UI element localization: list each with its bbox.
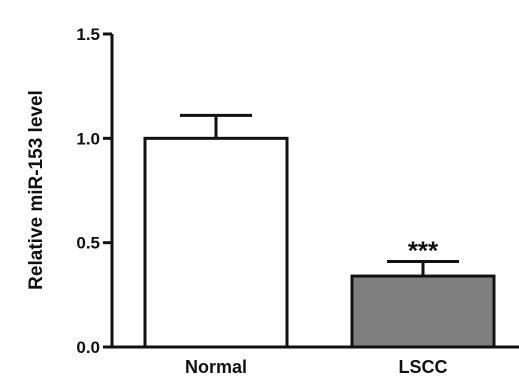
plot-area: 0.0 0.5 1.0 1.5 Normal LSCC *** [76, 25, 519, 377]
bar-normal [143, 136, 289, 349]
bar-lscc [350, 274, 496, 349]
x-tick-label: Normal [185, 357, 247, 377]
y-tick-label: 0.0 [76, 338, 100, 357]
x-tick-label: LSCC [399, 357, 448, 377]
y-tick-label: 1.5 [76, 25, 100, 44]
significance-annotation: *** [408, 235, 439, 265]
y-tick-label: 0.5 [76, 234, 100, 253]
y-tick-label: 1.0 [76, 129, 100, 148]
y-axis-label: Relative miR-153 level [26, 90, 47, 290]
